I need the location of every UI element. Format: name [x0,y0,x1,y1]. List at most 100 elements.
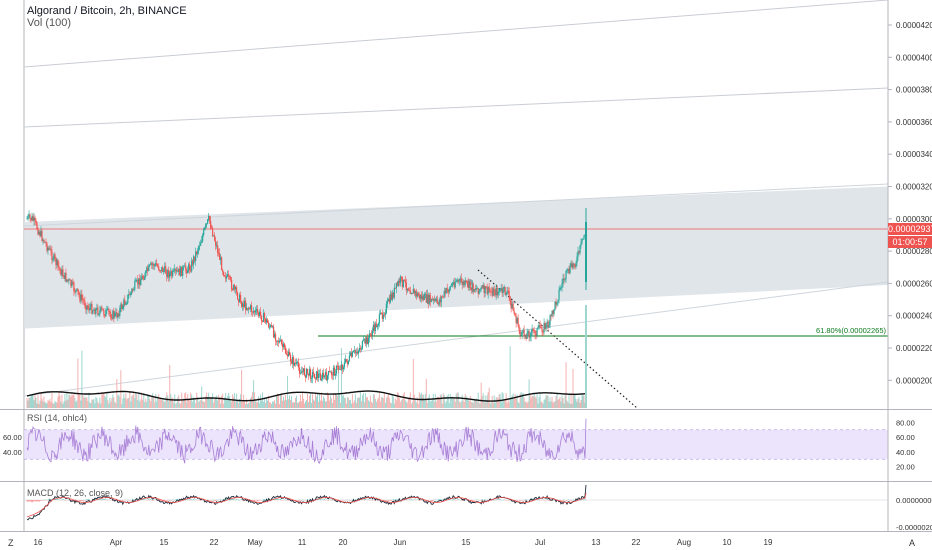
volume-bar [172,398,174,408]
candle-body [51,251,53,261]
candle-body [515,316,517,323]
volume-bar [409,392,411,408]
candle-body [543,322,545,333]
volume-bar [180,403,182,408]
volume-bar [261,400,263,408]
volume-bar [337,362,339,408]
candle-body [242,303,244,307]
candle-body [423,294,425,300]
volume-bar [334,393,336,408]
candle-body [270,325,273,327]
candle-body [286,354,289,357]
volume-bar [304,403,306,408]
time-tick-label: Apr [110,538,123,547]
candle-body [250,305,252,309]
volume-bar [116,379,118,408]
volume-bar [489,403,491,408]
macd-histogram-bar [395,499,397,500]
macd-histogram-bar [100,499,102,500]
timezone-label[interactable]: Z [8,538,14,548]
candle-body [273,333,276,338]
volume-bar [463,401,465,408]
candle-body [381,312,383,319]
volume-bar [566,400,568,408]
macd-histogram-bar [453,499,455,500]
volume-bar [490,402,492,408]
candle-body [524,334,526,337]
macd-histogram-bar [582,498,584,500]
volume-bar [211,398,213,408]
candle-body [136,279,138,281]
volume-bar [434,393,436,408]
candle-body [360,348,363,350]
volume-bar [457,392,459,408]
candle-body [218,252,220,254]
volume-bar [272,401,274,408]
volume-bar [308,395,310,408]
volume-bar [263,401,265,408]
candle-body [83,300,85,302]
candle-body [337,366,340,370]
candle-body [48,247,50,250]
candle-body [476,288,478,289]
volume-bar [62,403,64,408]
volume-bar [73,394,75,408]
candle-body [367,338,369,345]
candle-body [460,278,462,283]
candle-body [44,241,46,243]
candle-body [70,279,72,287]
candle-body [282,343,285,348]
volume-bar [540,401,542,408]
candle-body [88,307,90,311]
candle-body [269,325,272,327]
volume-bar [171,397,173,408]
macd-histogram-bar [243,500,245,502]
candle-body [477,288,479,294]
time-axis[interactable]: 16 Apr 15 22 May 11 20 Jun 15 Jul 13 22 Aug 10 19 [34,538,773,547]
volume-bar [323,398,325,408]
candle-body [158,266,160,271]
volume-bar [273,401,275,408]
volume-bar [311,394,313,408]
volume-bar [112,394,114,408]
candle-body [145,270,147,277]
volume-bar [460,401,462,408]
volume-bar [513,398,515,408]
candle-body [159,270,161,271]
candle-body [67,279,69,281]
volume-bar [535,398,537,408]
candle-body [213,235,215,237]
candle-body [157,265,159,267]
macd-histogram-bar [432,500,434,501]
volume-bar [563,403,565,408]
volume-bar [317,401,319,408]
volume-bar [512,393,514,408]
regression-channel[interactable]: 61.80%(0.00002265) [23,0,889,409]
time-tick-label: 16 [34,538,43,547]
volume-bar [362,393,364,408]
candle-body [135,280,137,282]
candle-body [292,357,295,366]
candle-body [583,235,585,239]
candle-body [431,298,433,300]
volume-bar [523,397,525,408]
candle-body [552,310,554,314]
candle-body [277,340,280,343]
candle-body [393,287,395,298]
candle-body [207,219,209,224]
auto-scale-button[interactable]: A [909,538,916,548]
volume-bar [504,398,506,408]
macd-histogram-bar [57,499,59,500]
volume-bar [49,398,51,408]
candle-body [101,307,103,310]
volume-bar [55,402,57,408]
candle-body [461,282,463,286]
candle-body [354,350,357,353]
volume-bar [459,402,461,408]
macd-histogram-bar [248,500,250,502]
candle-spike-body [585,222,587,282]
candle-body [82,299,84,301]
